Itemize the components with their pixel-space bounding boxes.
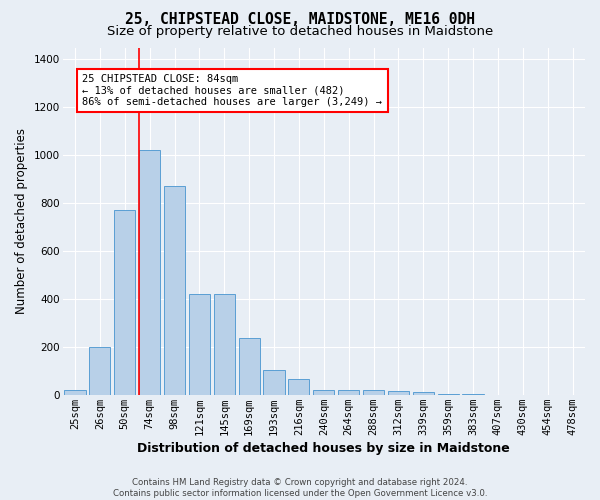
X-axis label: Distribution of detached houses by size in Maidstone: Distribution of detached houses by size … [137, 442, 510, 455]
Text: 25 CHIPSTEAD CLOSE: 84sqm
← 13% of detached houses are smaller (482)
86% of semi: 25 CHIPSTEAD CLOSE: 84sqm ← 13% of detac… [82, 74, 382, 107]
Bar [413, 392, 434, 395]
Bar [289, 379, 310, 395]
Text: 25, CHIPSTEAD CLOSE, MAIDSTONE, ME16 0DH: 25, CHIPSTEAD CLOSE, MAIDSTONE, ME16 0DH [125, 12, 475, 28]
Bar [239, 338, 260, 395]
Bar [263, 370, 284, 395]
Bar [338, 390, 359, 395]
Bar [139, 150, 160, 395]
Text: Contains HM Land Registry data © Crown copyright and database right 2024.
Contai: Contains HM Land Registry data © Crown c… [113, 478, 487, 498]
Bar [363, 390, 384, 395]
Bar [463, 394, 484, 395]
Bar [214, 294, 235, 395]
Bar [189, 294, 210, 395]
Bar [388, 391, 409, 395]
Bar [64, 390, 86, 395]
Bar [114, 210, 136, 395]
Text: Size of property relative to detached houses in Maidstone: Size of property relative to detached ho… [107, 25, 493, 38]
Bar [89, 347, 110, 395]
Bar [437, 394, 459, 395]
Y-axis label: Number of detached properties: Number of detached properties [15, 128, 28, 314]
Bar [313, 390, 334, 395]
Bar [164, 186, 185, 395]
